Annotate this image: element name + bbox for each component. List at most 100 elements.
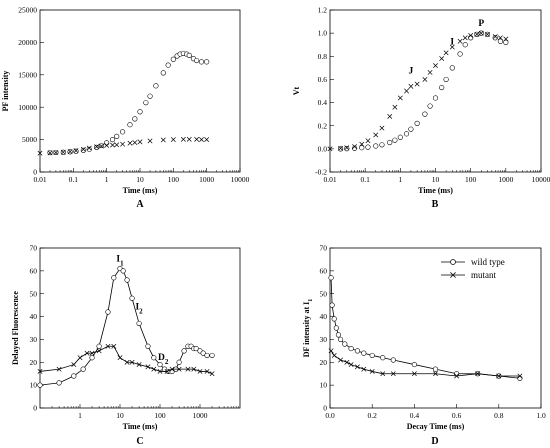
data-point bbox=[517, 375, 523, 381]
series-series-1 bbox=[47, 50, 210, 156]
y-tick-label: 70 bbox=[30, 244, 38, 253]
legend-entry: wild type bbox=[471, 257, 505, 267]
y-tick-label: 0 bbox=[323, 404, 327, 413]
data-point bbox=[379, 125, 385, 131]
data-point bbox=[361, 350, 367, 356]
plot-frame bbox=[39, 247, 241, 409]
data-point bbox=[84, 350, 90, 356]
data-point bbox=[186, 52, 192, 58]
data-point bbox=[145, 343, 151, 349]
x-axis-label: Decay Time (ms) bbox=[407, 422, 465, 431]
data-point bbox=[124, 359, 130, 365]
y-tick-label: 20000 bbox=[18, 38, 37, 47]
data-point bbox=[497, 35, 503, 41]
y-tick-label: 1.0 bbox=[318, 29, 328, 38]
data-point bbox=[176, 359, 182, 365]
data-point bbox=[137, 109, 143, 115]
y-tick-label: 5000 bbox=[22, 135, 37, 144]
y-axis-label: DF intensity at I1 bbox=[302, 299, 314, 357]
y-tick-label: 10 bbox=[320, 381, 328, 390]
data-point bbox=[331, 316, 337, 322]
annotation-label: I2 bbox=[135, 303, 143, 316]
data-point bbox=[365, 144, 371, 150]
data-point bbox=[397, 134, 403, 140]
data-point bbox=[204, 352, 210, 359]
data-point bbox=[136, 362, 142, 368]
data-point bbox=[194, 136, 200, 142]
data-point bbox=[387, 114, 393, 119]
panel-label: D bbox=[431, 436, 438, 447]
data-point bbox=[344, 359, 350, 365]
data-point bbox=[404, 88, 409, 94]
x-tick-label: 0.01 bbox=[323, 175, 336, 184]
data-point bbox=[457, 38, 463, 44]
data-point bbox=[170, 137, 176, 143]
panel-a: 0.01 0.1 1 10 100 1000 10000 0 5000 10000 15000 200… bbox=[1, 6, 250, 210]
data-point bbox=[369, 368, 375, 374]
data-point bbox=[432, 95, 439, 101]
data-point bbox=[80, 366, 86, 372]
y-tick-label: 0 bbox=[33, 168, 37, 177]
data-point bbox=[454, 371, 460, 377]
data-point bbox=[468, 33, 474, 38]
data-point bbox=[204, 137, 210, 143]
data-point bbox=[193, 345, 199, 352]
data-point bbox=[492, 35, 498, 41]
data-point bbox=[338, 145, 344, 151]
data-point bbox=[127, 140, 133, 146]
data-point bbox=[327, 146, 333, 152]
x-tick-label: 1 bbox=[78, 411, 82, 420]
y-tick-label: 0.0 bbox=[318, 144, 328, 153]
data-point bbox=[354, 364, 360, 370]
data-point bbox=[86, 146, 92, 152]
data-point bbox=[414, 81, 420, 87]
y-tick-label: 50 bbox=[320, 289, 328, 298]
data-point bbox=[468, 35, 474, 41]
annotation-label: I bbox=[450, 38, 454, 48]
data-point bbox=[373, 143, 379, 149]
data-point bbox=[86, 145, 92, 151]
x-axis-label: Time (ms) bbox=[418, 186, 453, 195]
data-point bbox=[47, 150, 53, 156]
data-point bbox=[200, 350, 206, 356]
data-point bbox=[137, 139, 143, 145]
data-point bbox=[37, 368, 43, 374]
y-tick-label: 60 bbox=[320, 266, 328, 275]
data-point bbox=[443, 76, 449, 83]
data-point bbox=[99, 143, 104, 149]
data-point bbox=[96, 348, 102, 354]
data-point bbox=[331, 352, 337, 358]
data-point bbox=[117, 355, 123, 361]
data-point bbox=[408, 83, 414, 89]
data-point bbox=[433, 371, 438, 377]
x-tick-label: 0.0 bbox=[325, 411, 335, 420]
x-tick-label: 100 bbox=[154, 411, 166, 420]
data-point bbox=[132, 140, 138, 145]
series-wild-type bbox=[328, 275, 523, 381]
data-point bbox=[517, 373, 523, 379]
data-point bbox=[120, 141, 126, 147]
data-point bbox=[143, 100, 149, 106]
data-point bbox=[352, 144, 358, 149]
data-point bbox=[119, 129, 126, 135]
y-tick-label: 50 bbox=[30, 289, 38, 298]
x-axis-label: Time (ms) bbox=[123, 422, 158, 431]
panel-label: C bbox=[136, 436, 143, 447]
x-tick-label: 0.01 bbox=[33, 175, 46, 184]
data-point bbox=[56, 366, 62, 372]
x-tick-label: 1 bbox=[398, 175, 402, 184]
data-point bbox=[157, 361, 163, 368]
data-point bbox=[403, 131, 410, 137]
data-point bbox=[160, 137, 166, 143]
data-point bbox=[369, 352, 375, 359]
data-point bbox=[114, 133, 120, 139]
data-point bbox=[105, 309, 111, 315]
y-tick-label: 15000 bbox=[18, 70, 37, 79]
legend-marker bbox=[450, 259, 456, 265]
y-tick-label: 30 bbox=[320, 335, 328, 344]
data-point bbox=[348, 362, 354, 368]
data-point bbox=[348, 345, 354, 352]
data-point bbox=[89, 355, 95, 361]
data-point bbox=[104, 140, 110, 146]
data-point bbox=[449, 44, 455, 50]
